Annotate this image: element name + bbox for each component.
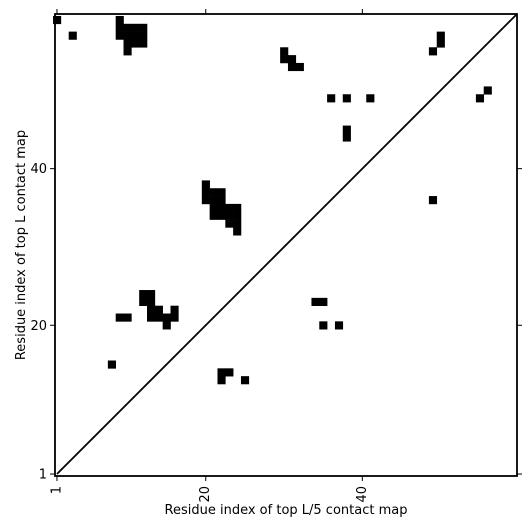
contact-cell — [233, 211, 242, 220]
contact-cell — [201, 188, 210, 197]
contact-cell — [115, 15, 124, 25]
contact-cell — [436, 31, 445, 40]
contact-cell — [225, 211, 234, 220]
contact-cell — [162, 313, 171, 322]
contact-cell — [225, 203, 234, 213]
contact-cell — [366, 94, 375, 103]
contact-cell — [217, 211, 226, 220]
x-tick-label-1: 1 — [49, 486, 64, 494]
contact-cell — [209, 196, 218, 205]
contact-cell — [201, 196, 210, 205]
contact-cell — [139, 297, 148, 306]
contact-cell — [154, 313, 163, 322]
contact-cell — [334, 321, 344, 330]
contact-cell — [436, 39, 445, 48]
contact-cell — [225, 368, 234, 377]
contact-cell — [233, 219, 242, 228]
contact-cell — [311, 297, 320, 306]
contact-cell — [342, 94, 351, 103]
plot-frame — [54, 13, 518, 477]
contact-cell — [280, 47, 289, 56]
contact-cell — [147, 290, 156, 299]
x-tick-label-20: 20 — [198, 486, 213, 503]
contact-cell — [201, 180, 210, 189]
x-axis-label: Residue index of top L/5 contact map — [165, 503, 408, 518]
contact-cell — [115, 313, 124, 322]
contact-cell — [342, 133, 351, 142]
contact-cell — [209, 203, 218, 213]
contact-cell — [115, 31, 124, 40]
contact-cell — [147, 297, 156, 306]
contact-cell — [123, 23, 132, 32]
contact-cell — [107, 360, 116, 369]
contact-cell — [475, 94, 485, 103]
contact-cell — [139, 290, 148, 299]
contact-cell — [123, 39, 132, 48]
y-axis-label: Residue index of top L contact map — [14, 130, 29, 360]
contact-cell — [483, 86, 492, 95]
contact-cell — [68, 31, 77, 40]
contact-cell — [217, 376, 226, 385]
contact-cell — [131, 39, 140, 48]
x-tick-label-40: 40 — [355, 486, 370, 503]
contact-cell — [217, 368, 226, 377]
contact-cell — [319, 297, 328, 306]
contact-cell — [287, 62, 297, 72]
y-tick-label-20: 20 — [30, 319, 47, 334]
y-tick-label-1: 1 — [39, 468, 47, 483]
contact-cell — [428, 196, 438, 205]
contact-cell — [147, 305, 156, 314]
contact-cell — [209, 188, 218, 197]
contact-cell — [139, 39, 148, 48]
contact-cell — [240, 376, 250, 385]
contact-cells — [53, 15, 492, 385]
contact-cell — [115, 23, 124, 32]
contact-cell — [217, 196, 226, 205]
contact-cell — [209, 211, 218, 220]
contact-cell — [327, 94, 336, 103]
contact-cell — [147, 313, 156, 322]
contact-cell — [123, 313, 132, 322]
contact-cell — [131, 23, 140, 32]
contact-cell — [225, 219, 234, 228]
contact-cell — [123, 31, 132, 40]
contact-cell — [170, 313, 179, 322]
contact-cell — [139, 31, 148, 40]
contact-cell — [123, 47, 132, 56]
y-tick-label-40: 40 — [30, 162, 47, 177]
contact-cell — [217, 203, 226, 213]
diagonal-line — [56, 13, 518, 475]
contact-cell — [280, 55, 289, 64]
contact-cell — [162, 321, 171, 330]
contact-cell — [342, 125, 351, 134]
contact-cell — [233, 227, 242, 236]
contact-cell — [139, 23, 148, 32]
contact-cell — [233, 203, 242, 213]
contact-cell — [428, 47, 438, 56]
contact-cell — [319, 321, 328, 330]
contact-cell — [131, 31, 140, 40]
contact-cell — [217, 188, 226, 197]
axis-ticks — [50, 9, 522, 481]
contact-cell — [287, 55, 297, 64]
contact-cell — [170, 305, 179, 314]
contact-cell — [53, 15, 62, 25]
contact-cell — [154, 305, 163, 314]
contact-cell — [295, 62, 304, 72]
